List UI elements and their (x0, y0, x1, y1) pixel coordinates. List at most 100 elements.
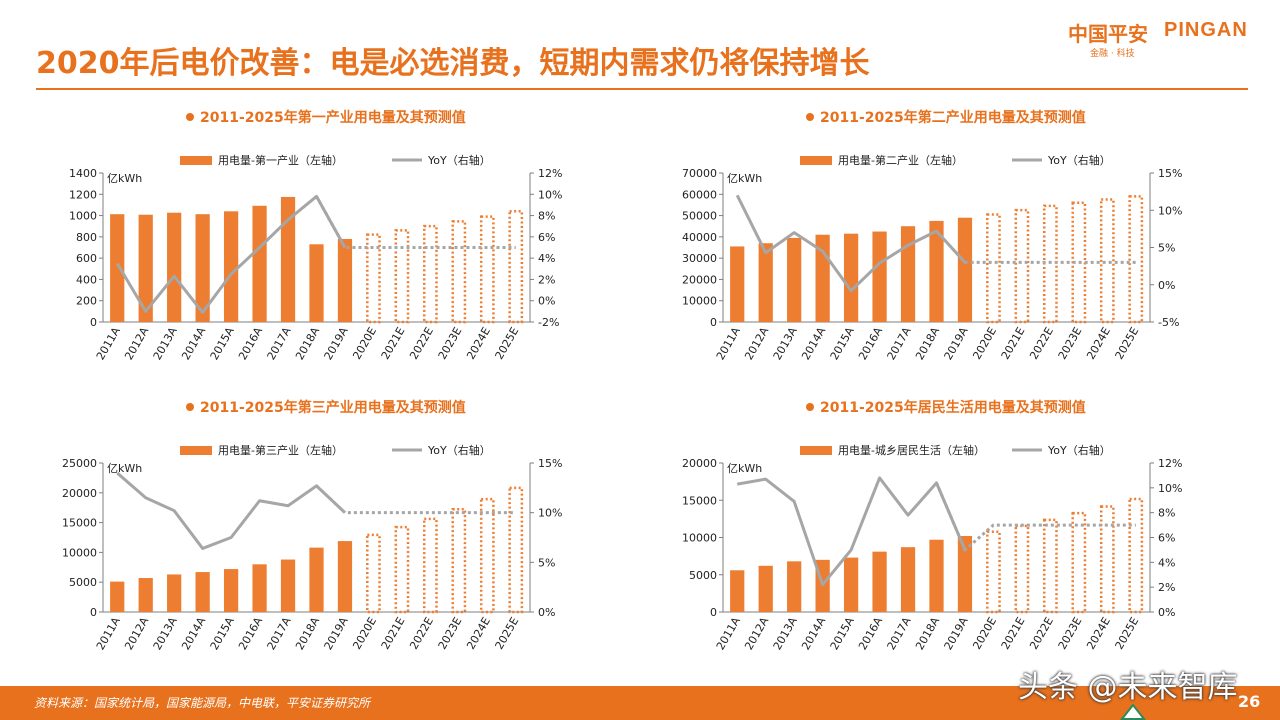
x-tick-label: 2025E (493, 325, 522, 362)
x-tick-label: 2015A (208, 325, 237, 363)
x-tick-label: 2011A (714, 615, 743, 653)
x-tick-label: 2020E (350, 325, 379, 362)
right-tick-label: 6% (538, 231, 555, 244)
chart-primary-industry: 2011-2025年第一产业用电量及其预测值 用电量-第一产业（左轴） YoY（右轴… (20, 100, 620, 390)
bar-forecast-2022E (423, 517, 438, 614)
logo-english: PINGAN (1164, 19, 1248, 41)
bar-2011A (110, 214, 125, 322)
bar-2013A (787, 561, 802, 612)
left-tick-label: 10000 (62, 546, 97, 559)
right-tick-label: 0% (538, 295, 555, 308)
right-tick-label: 8% (538, 210, 555, 223)
right-tick-label: 5% (1158, 242, 1175, 255)
x-tick-label: 2023E (1056, 325, 1085, 362)
left-tick-label: 800 (76, 231, 97, 244)
chart-legend: 用电量-第二产业（左轴） YoY（右轴） (800, 153, 1111, 167)
x-tick-label: 2019A (942, 325, 971, 363)
source-note: 资料来源：国家统计局，国家能源局，中电联，平安证券研究所 (34, 696, 371, 710)
bar-2012A (138, 578, 153, 612)
bar-forecast-2022E (1043, 518, 1058, 614)
left-tick-label: 1000 (69, 210, 97, 223)
right-tick-label: 10% (1158, 204, 1182, 217)
page-title: 2020年后电价改善：电是必选消费，短期内需求仍将保持增长 (36, 46, 870, 81)
x-tick-label: 2018A (293, 615, 322, 653)
left-tick-label: 30000 (682, 252, 717, 265)
x-tick-label: 2022E (1027, 615, 1056, 652)
page-number: 26 (1238, 692, 1261, 711)
x-tick-label: 2014A (179, 325, 208, 363)
x-tick-label: 2023E (436, 615, 465, 652)
bar-2016A (872, 551, 887, 612)
right-tick-label: -5% (1158, 316, 1179, 329)
x-tick-label: 2017A (885, 325, 914, 363)
legend-bar-label: 用电量-第三产业（左轴） (218, 443, 343, 457)
x-tick-label: 2016A (236, 325, 265, 363)
bar-2019A (337, 238, 353, 322)
bar-2019A (957, 536, 973, 612)
bar-2012A (758, 243, 773, 322)
bar-2016A (252, 205, 267, 322)
legend-bar-swatch (800, 156, 832, 165)
bar-forecast-2020E (366, 533, 381, 614)
x-tick-label: 2021E (379, 325, 408, 362)
bar-2018A (929, 220, 944, 322)
x-tick-label: 2025E (1113, 325, 1142, 362)
bar-2012A (138, 214, 153, 322)
bar-2017A (900, 547, 916, 612)
x-tick-label: 2012A (122, 615, 151, 653)
x-tick-label: 2025E (1113, 615, 1142, 652)
title-divider (36, 88, 1248, 90)
bar-forecast-2024E (479, 215, 495, 324)
x-tick-label: 2014A (799, 325, 828, 363)
x-tick-label: 2011A (94, 615, 123, 653)
legend-bar-swatch (800, 446, 832, 455)
x-tick-label: 2022E (407, 325, 436, 362)
x-tick-label: 2024E (464, 325, 493, 362)
footer-bar (0, 686, 1280, 720)
x-tick-label: 2015A (208, 615, 237, 653)
bar-forecast-2020E (986, 530, 1001, 614)
title-bullet-icon (186, 403, 194, 411)
right-tick-label: 2% (538, 273, 555, 286)
bar-2011A (730, 570, 745, 612)
x-tick-label: 2024E (1084, 615, 1113, 652)
chart-title: 2011-2025年第一产业用电量及其预测值 (200, 109, 466, 126)
x-tick-label: 2014A (179, 615, 208, 653)
bar-2015A (843, 557, 859, 612)
pingan-logo: 中国平安 PINGAN 金融 · 科技 (1068, 18, 1268, 59)
bar-2011A (730, 246, 745, 322)
bar-forecast-2021E (394, 525, 410, 614)
bar-2015A (223, 569, 239, 612)
bar-forecast-2024E (479, 497, 495, 614)
logo-tagline: 金融 · 科技 (1090, 49, 1135, 59)
x-tick-label: 2012A (122, 325, 151, 363)
legend-bar-swatch (180, 446, 212, 455)
left-tick-label: 10000 (682, 295, 717, 308)
x-tick-label: 2020E (350, 615, 379, 652)
x-tick-label: 2011A (94, 325, 123, 363)
x-tick-label: 2011A (714, 325, 743, 363)
bar-2014A (195, 214, 210, 322)
bar-forecast-2020E (986, 213, 1001, 324)
x-tick-label: 2021E (999, 615, 1028, 652)
left-tick-label: 20000 (682, 273, 717, 286)
watermark: 头条 @未来智库 (1018, 670, 1238, 705)
bar-2013A (167, 574, 182, 612)
bar-2018A (309, 547, 324, 612)
yoy-line-actual (116, 471, 346, 550)
bar-forecast-2024E (1099, 505, 1115, 614)
bar-forecast-2020E (366, 233, 381, 324)
right-tick-label: 4% (538, 252, 555, 265)
x-tick-label: 2016A (236, 615, 265, 653)
x-tick-label: 2019A (942, 615, 971, 653)
left-tick-label: 15000 (682, 494, 717, 507)
x-tick-label: 2023E (1056, 615, 1085, 652)
left-tick-label: 50000 (682, 210, 717, 223)
chart-residential: 2011-2025年居民生活用电量及其预测值 用电量-城乡居民生活（左轴） YoY（… (640, 390, 1240, 680)
pingan-footer-icon (1120, 704, 1146, 720)
title-bullet-icon (806, 113, 814, 121)
left-tick-label: 5000 (69, 576, 97, 589)
x-tick-label: 2025E (493, 615, 522, 652)
x-tick-label: 2013A (151, 615, 180, 653)
